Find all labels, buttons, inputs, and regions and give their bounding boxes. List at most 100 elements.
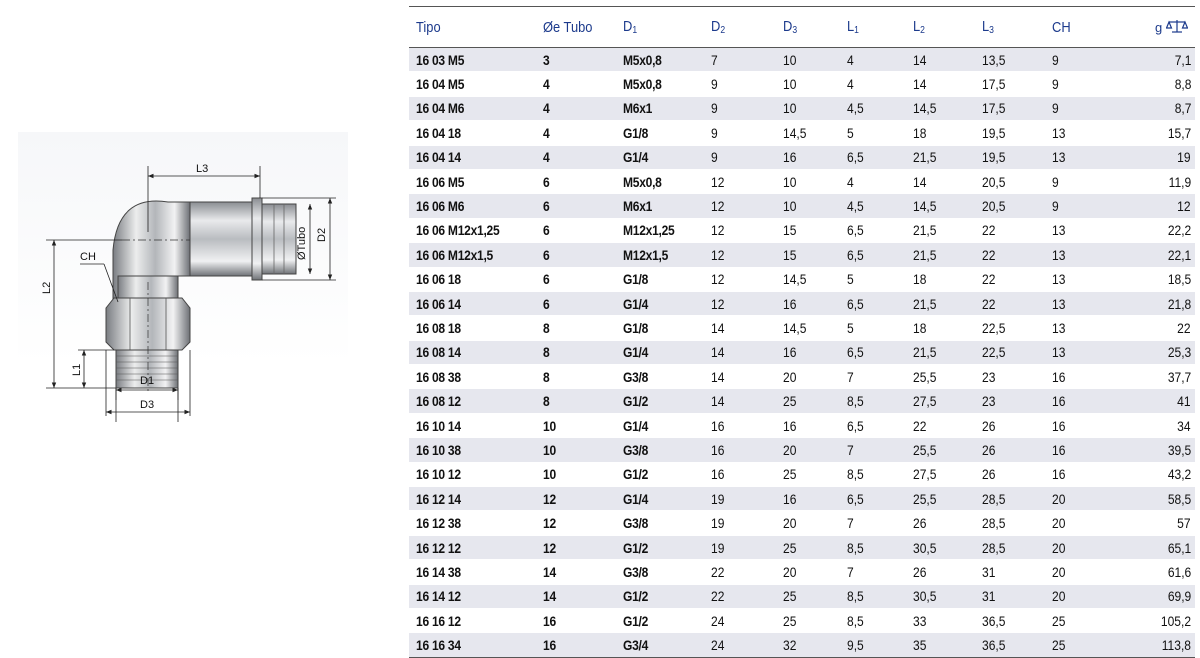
cell-ch: 13 bbox=[1045, 340, 1121, 366]
cell-l1: 8,5 bbox=[840, 608, 906, 634]
cell-l2: 26 bbox=[906, 559, 975, 585]
cell-tipo: 16 10 38 bbox=[409, 437, 536, 463]
label-l3: L3 bbox=[196, 163, 208, 175]
cell-d3: 10 bbox=[776, 47, 840, 73]
cell-d3: 15 bbox=[776, 218, 840, 244]
cell-l3: 20,5 bbox=[975, 169, 1045, 195]
cell-d1: G3/4 bbox=[616, 632, 704, 658]
cell-d2: 14 bbox=[704, 340, 776, 366]
cell-d2: 19 bbox=[704, 535, 776, 561]
cell-l2: 21,5 bbox=[906, 242, 975, 268]
table-row: 16 14 12 14 G1/2 22 25 8,5 30,5 31 20 69,9 bbox=[409, 584, 1195, 609]
header-l3: L3 bbox=[975, 6, 1045, 48]
cell-l2: 21,5 bbox=[906, 291, 975, 317]
cell-tubo: 6 bbox=[536, 169, 616, 195]
cell-l3: 26 bbox=[975, 413, 1045, 439]
cell-g: 22,2 bbox=[1121, 218, 1195, 244]
cell-tipo: 16 06 M12x1,5 bbox=[409, 242, 536, 268]
cell-ch: 20 bbox=[1045, 486, 1121, 512]
cell-tipo: 16 08 14 bbox=[409, 340, 536, 366]
cell-ch: 9 bbox=[1045, 47, 1121, 73]
cell-d3: 16 bbox=[776, 145, 840, 170]
cell-d1: G1/4 bbox=[616, 291, 704, 317]
cell-d2: 12 bbox=[704, 267, 776, 292]
cell-ch: 20 bbox=[1045, 510, 1121, 536]
label-l1: L1 bbox=[71, 364, 83, 376]
cell-l2: 25,5 bbox=[906, 486, 975, 512]
cell-tubo: 10 bbox=[536, 437, 616, 463]
cell-d2: 12 bbox=[704, 193, 776, 219]
cell-l1: 6,5 bbox=[840, 291, 906, 317]
cell-tipo: 16 16 12 bbox=[409, 608, 536, 634]
cell-g: 11,9 bbox=[1121, 169, 1195, 195]
header-tubo: Øe Tubo bbox=[536, 6, 616, 48]
cell-d3: 25 bbox=[776, 608, 840, 634]
cell-g: 15,7 bbox=[1121, 120, 1195, 146]
table-row: 16 08 38 8 G3/8 14 20 7 25,5 23 16 37,7 bbox=[409, 364, 1195, 390]
cell-g: 12 bbox=[1121, 193, 1195, 219]
cell-l1: 4,5 bbox=[840, 96, 906, 122]
cell-l3: 22,5 bbox=[975, 340, 1045, 366]
cell-g: 65,1 bbox=[1121, 535, 1195, 561]
cell-tubo: 8 bbox=[536, 364, 616, 390]
cell-ch: 13 bbox=[1045, 242, 1121, 268]
table-row: 16 06 18 6 G1/8 12 14,5 5 18 22 13 18,5 bbox=[409, 267, 1195, 292]
cell-tipo: 16 14 38 bbox=[409, 559, 536, 585]
cell-l1: 5 bbox=[840, 315, 906, 341]
table-row: 16 03 M5 3 M5x0,8 7 10 4 14 13,5 9 7,1 bbox=[409, 47, 1195, 73]
elbow-fitting-drawing: L3 D2 ØTubo L2 L1 CH D1 D3 bbox=[41, 163, 336, 422]
cell-d1: M5x0,8 bbox=[616, 169, 704, 195]
spec-table-container: Tipo Øe Tubo D1 D2 D3 L1 L2 L3 CH g bbox=[409, 6, 1195, 658]
cell-g: 41 bbox=[1121, 388, 1195, 414]
cell-l3: 13,5 bbox=[975, 47, 1045, 73]
fitting-drawing-panel: L3 D2 ØTubo L2 L1 CH D1 D3 bbox=[18, 132, 348, 520]
cell-l1: 6,5 bbox=[840, 218, 906, 244]
cell-l2: 26 bbox=[906, 510, 975, 536]
cell-tipo: 16 06 M12x1,25 bbox=[409, 218, 536, 244]
table-row: 16 16 12 16 G1/2 24 25 8,5 33 36,5 25 105,2 bbox=[409, 608, 1195, 634]
cell-l3: 22 bbox=[975, 267, 1045, 292]
cell-ch: 25 bbox=[1045, 608, 1121, 634]
label-l2: L2 bbox=[41, 282, 53, 294]
cell-d1: G3/8 bbox=[616, 437, 704, 463]
cell-l3: 28,5 bbox=[975, 510, 1045, 536]
cell-tubo: 6 bbox=[536, 242, 616, 268]
cell-d3: 25 bbox=[776, 388, 840, 414]
table-row: 16 08 14 8 G1/4 14 16 6,5 21,5 22,5 13 25,3 bbox=[409, 340, 1195, 366]
cell-d1: G1/2 bbox=[616, 388, 704, 414]
cell-d2: 9 bbox=[704, 71, 776, 97]
table-row: 16 04 18 4 G1/8 9 14,5 5 18 19,5 13 15,7 bbox=[409, 120, 1195, 146]
cell-tipo: 16 04 18 bbox=[409, 120, 536, 146]
cell-d3: 20 bbox=[776, 559, 840, 585]
cell-d2: 7 bbox=[704, 47, 776, 73]
cell-d3: 16 bbox=[776, 486, 840, 512]
cell-l2: 18 bbox=[906, 267, 975, 292]
cell-l3: 22,5 bbox=[975, 315, 1045, 341]
cell-ch: 13 bbox=[1045, 291, 1121, 317]
cell-tubo: 8 bbox=[536, 315, 616, 341]
table-row: 16 12 12 12 G1/2 19 25 8,5 30,5 28,5 20 65,1 bbox=[409, 535, 1195, 561]
cell-tipo: 16 12 38 bbox=[409, 510, 536, 536]
cell-g: 19 bbox=[1121, 145, 1195, 170]
cell-d3: 10 bbox=[776, 169, 840, 195]
cell-d2: 14 bbox=[704, 388, 776, 414]
cell-tubo: 8 bbox=[536, 340, 616, 366]
cell-d2: 16 bbox=[704, 462, 776, 488]
cell-d3: 25 bbox=[776, 584, 840, 609]
cell-tipo: 16 04 M5 bbox=[409, 71, 536, 97]
cell-l3: 17,5 bbox=[975, 96, 1045, 122]
cell-ch: 16 bbox=[1045, 364, 1121, 390]
cell-g: 18,5 bbox=[1121, 267, 1195, 292]
cell-g: 61,6 bbox=[1121, 559, 1195, 585]
cell-d3: 10 bbox=[776, 193, 840, 219]
cell-ch: 16 bbox=[1045, 388, 1121, 414]
cell-d1: G3/8 bbox=[616, 510, 704, 536]
cell-g: 8,7 bbox=[1121, 96, 1195, 122]
cell-d1: G1/4 bbox=[616, 413, 704, 439]
header-weight: g bbox=[1121, 6, 1195, 48]
cell-tubo: 6 bbox=[536, 193, 616, 219]
cell-l3: 31 bbox=[975, 559, 1045, 585]
cell-l3: 20,5 bbox=[975, 193, 1045, 219]
cell-l1: 4 bbox=[840, 47, 906, 73]
cell-tubo: 12 bbox=[536, 510, 616, 536]
